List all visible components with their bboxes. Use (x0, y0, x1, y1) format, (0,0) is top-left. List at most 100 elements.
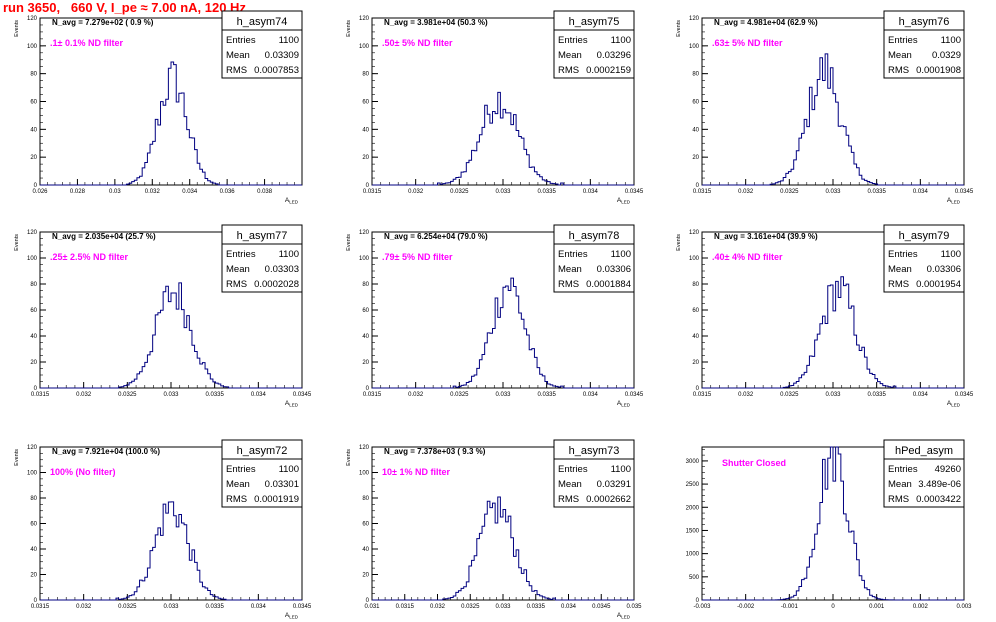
stats-value: 0.03306 (927, 264, 961, 275)
x-tick-label: 0.0315 (31, 392, 50, 398)
y-tick-label: 0 (366, 386, 370, 392)
stats-label: RMS (888, 494, 909, 505)
stats-label: RMS (558, 279, 579, 290)
x-tick-label: 0.033 (163, 604, 179, 610)
x-tick-label: 0.034 (583, 189, 599, 195)
stats-box (883, 29, 965, 79)
navg-label: N_avg = 3.161e+04 (39.9 %) (714, 232, 818, 241)
stats-label: RMS (558, 65, 579, 76)
x-tick-label: 0.0325 (118, 604, 137, 610)
y-axis-label: Events (676, 234, 682, 251)
stats-label: Mean (226, 50, 250, 61)
histogram-bars (372, 91, 634, 186)
x-tick-label: 0.0345 (625, 189, 644, 195)
y-tick-label: 100 (689, 256, 700, 262)
stats-box (883, 243, 965, 293)
y-tick-label: 20 (692, 155, 699, 161)
filter-annotation: .1± 0.1% ND filter (50, 38, 123, 48)
stats-label: Mean (226, 479, 250, 490)
filter-annotation: .63± 5% ND filter (712, 38, 783, 48)
stats-value: 1100 (279, 249, 299, 260)
stats-box (553, 458, 635, 508)
x-tick-label: 0.0335 (537, 189, 556, 195)
navg-label: N_avg = 6.254e+04 (79.0 %) (384, 232, 488, 241)
stats-label: Mean (558, 264, 582, 275)
x-tick-label: 0.002 (913, 604, 929, 610)
y-tick-label: 100 (27, 44, 38, 50)
y-tick-label: 80 (362, 496, 369, 502)
y-tick-label: 20 (692, 360, 699, 366)
stats-value: 0.0001908 (916, 65, 961, 76)
x-tick-label: 0.0335 (527, 604, 546, 610)
stats-label: Entries (226, 464, 256, 475)
histogram-name: h_asym78 (569, 230, 620, 242)
x-axis-label: ALED (947, 400, 961, 408)
histogram-name: h_asym72 (237, 445, 288, 457)
stats-box (883, 458, 965, 508)
histogram-name: h_asym73 (569, 445, 620, 457)
y-tick-label: 20 (30, 360, 37, 366)
y-tick-label: 0 (696, 183, 700, 189)
x-tick-label: 0.034 (251, 604, 267, 610)
x-tick-label: 0.033 (163, 392, 179, 398)
x-tick-label: 0.034 (182, 189, 198, 195)
x-tick-label: 0.0325 (118, 392, 137, 398)
stats-label: RMS (226, 494, 247, 505)
y-tick-label: 40 (692, 127, 699, 133)
x-tick-label: 0.033 (495, 392, 511, 398)
y-tick-label: 0 (34, 183, 38, 189)
y-tick-label: 80 (692, 282, 699, 288)
x-tick-label: 0.032 (738, 189, 754, 195)
y-tick-label: 80 (30, 72, 37, 78)
stats-value: 0.0007853 (254, 65, 299, 76)
y-tick-label: 80 (30, 496, 37, 502)
x-tick-label: 0.0345 (955, 392, 974, 398)
navg-label: N_avg = 7.378e+03 ( 9.3 %) (384, 447, 486, 456)
navg-label: N_avg = 3.981e+04 (50.3 %) (384, 18, 488, 27)
y-tick-label: 2000 (686, 505, 700, 511)
x-tick-label: 0.032 (738, 392, 754, 398)
x-tick-label: 0.028 (70, 189, 86, 195)
y-tick-label: 1000 (686, 552, 700, 558)
stats-value: 0.03309 (265, 50, 299, 61)
y-tick-label: 100 (359, 256, 370, 262)
stats-value: 0.0001919 (254, 494, 299, 505)
stats-box (221, 458, 303, 508)
stats-label: RMS (888, 279, 909, 290)
y-tick-label: 100 (27, 471, 38, 477)
y-tick-label: 20 (362, 360, 369, 366)
histogram-name: h_asym75 (569, 16, 620, 28)
y-tick-label: 120 (359, 445, 370, 451)
stats-value: 0.0329 (932, 50, 961, 61)
histogram-name: h_asym77 (237, 230, 288, 242)
stats-value: 0.03303 (265, 264, 299, 275)
histogram-bars (40, 282, 302, 389)
x-tick-label: 0.0345 (293, 392, 312, 398)
y-tick-label: 20 (362, 155, 369, 161)
x-tick-label: 0.0335 (867, 189, 886, 195)
y-tick-label: 20 (30, 573, 37, 579)
x-tick-label: 0.003 (956, 604, 972, 610)
x-tick-label: 0.0335 (537, 392, 556, 398)
y-tick-label: 40 (362, 334, 369, 340)
stats-box (553, 29, 635, 79)
filter-annotation: Shutter Closed (722, 458, 786, 468)
stats-value: 0.03306 (597, 264, 631, 275)
y-tick-label: 120 (359, 16, 370, 22)
x-tick-label: 0 (831, 604, 835, 610)
y-tick-label: 120 (689, 16, 700, 22)
stats-value: 1100 (279, 35, 299, 46)
x-tick-label: 0.033 (825, 189, 841, 195)
histogram-panel-h_asym77: 0 20 40 60 80 100 120 0.0315 0.032 0.0325 0.033 0.0… (14, 224, 312, 408)
stats-value: 1100 (611, 249, 631, 260)
y-tick-label: 40 (30, 547, 37, 553)
x-tick-label: 0.0315 (363, 189, 382, 195)
y-tick-label: 20 (30, 155, 37, 161)
y-tick-label: 40 (362, 547, 369, 553)
stats-value: 0.03301 (265, 479, 299, 490)
y-tick-label: 20 (362, 573, 369, 579)
y-tick-label: 1500 (686, 528, 700, 534)
histogram-panel-h_asym73: 0 20 40 60 80 100 120 0.031 0.0315 0.032 0.0325 0.0… (346, 439, 642, 620)
stats-label: RMS (888, 65, 909, 76)
